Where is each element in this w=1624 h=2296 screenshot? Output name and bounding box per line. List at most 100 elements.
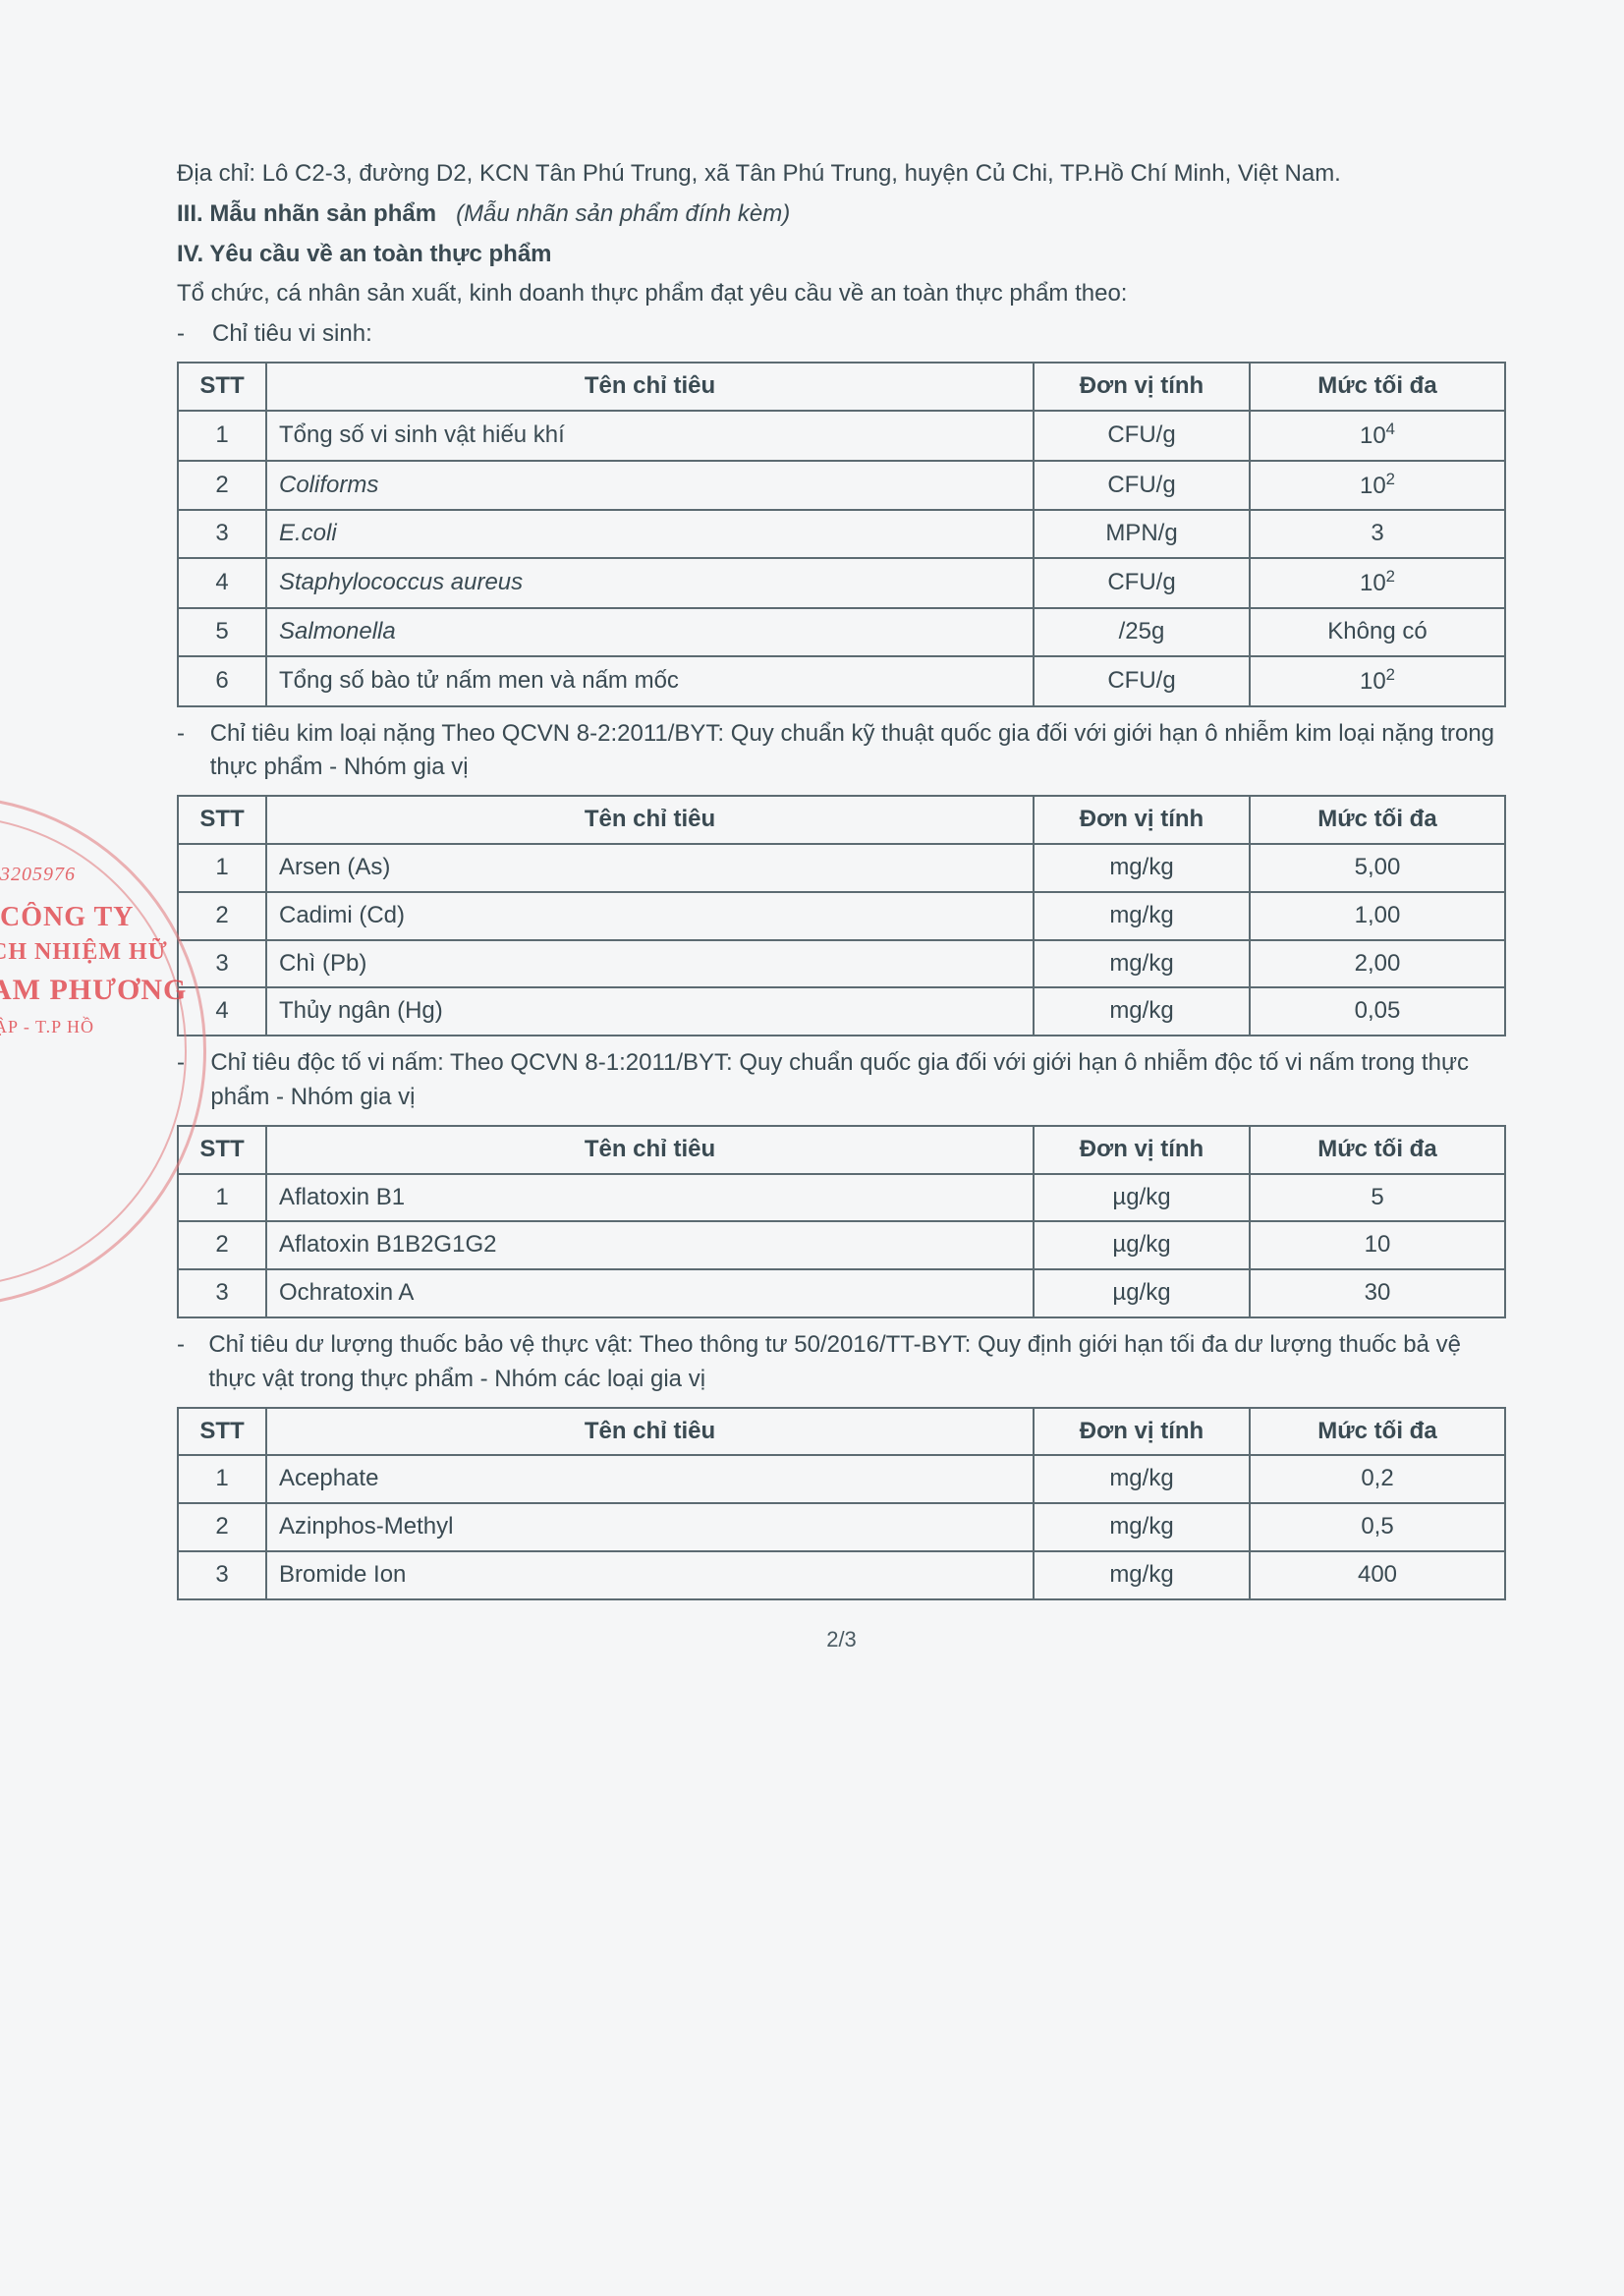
cell-unit: MPN/g: [1034, 510, 1250, 558]
table-row: 3Bromide Ionmg/kg400: [178, 1551, 1505, 1599]
table-header-row: STT Tên chỉ tiêu Đơn vị tính Mức tối đa: [178, 1408, 1505, 1456]
cell-max: 3: [1250, 510, 1505, 558]
table-myco: STT Tên chỉ tiêu Đơn vị tính Mức tối đa …: [177, 1125, 1506, 1318]
section-4-intro: Tổ chức, cá nhân sản xuất, kinh doanh th…: [177, 277, 1506, 311]
table-pest: STT Tên chỉ tiêu Đơn vị tính Mức tối đa …: [177, 1407, 1506, 1600]
table-row: 3E.coliMPN/g3: [178, 510, 1505, 558]
cell-name: Ochratoxin A: [266, 1269, 1034, 1317]
th-name: Tên chỉ tiêu: [266, 1126, 1034, 1174]
table-row: 3Chì (Pb)mg/kg2,00: [178, 940, 1505, 988]
section-3-bold: III. Mẫu nhãn sản phẩm: [177, 200, 436, 227]
stamp-number: 3205976: [0, 861, 76, 889]
cell-max: 102: [1250, 558, 1505, 608]
th-unit: Đơn vị tính: [1034, 1126, 1250, 1174]
cell-stt: 3: [178, 1551, 266, 1599]
table-row: 4Staphylococcus aureusCFU/g102: [178, 558, 1505, 608]
cell-unit: µg/kg: [1034, 1269, 1250, 1317]
stamp-line-4: ẬP - T.P HỒ: [0, 1014, 94, 1039]
cell-stt: 5: [178, 608, 266, 656]
cell-name: Chì (Pb): [266, 940, 1034, 988]
cell-unit: CFU/g: [1034, 558, 1250, 608]
section-3-heading: III. Mẫu nhãn sản phẩm (Mẫu nhãn sản phẩ…: [177, 197, 1506, 232]
tbody-metal: 1Arsen (As)mg/kg5,002Cadimi (Cd)mg/kg1,0…: [178, 844, 1505, 1036]
cell-name: Coliforms: [266, 461, 1034, 511]
myco-title: Chỉ tiêu độc tố vi nấm: Theo QCVN 8-1:20…: [210, 1046, 1506, 1115]
table-metal: STT Tên chỉ tiêu Đơn vị tính Mức tối đa …: [177, 795, 1506, 1036]
cell-unit: CFU/g: [1034, 411, 1250, 461]
table-row: 6Tổng số bào tử nấm men và nấm mốcCFU/g1…: [178, 656, 1505, 706]
cell-stt: 6: [178, 656, 266, 706]
stamp-line-1: CÔNG TY: [0, 898, 134, 938]
cell-name: Thủy ngân (Hg): [266, 987, 1034, 1036]
metal-title: Chỉ tiêu kim loại nặng Theo QCVN 8-2:201…: [210, 717, 1506, 786]
table-header-row: STT Tên chỉ tiêu Đơn vị tính Mức tối đa: [178, 1126, 1505, 1174]
cell-max: Không có: [1250, 608, 1505, 656]
dash-icon: -: [177, 317, 191, 352]
address-line: Địa chỉ: Lô C2-3, đường D2, KCN Tân Phú …: [177, 157, 1506, 192]
stamp-line-3: AM PHƯƠNG: [0, 969, 187, 1012]
cell-max: 102: [1250, 656, 1505, 706]
cell-max: 1,00: [1250, 892, 1505, 940]
bullet-myco: - Chỉ tiêu độc tố vi nấm: Theo QCVN 8-1:…: [177, 1046, 1506, 1115]
bullet-micro: - Chỉ tiêu vi sinh:: [177, 317, 1506, 352]
cell-name: Bromide Ion: [266, 1551, 1034, 1599]
document-body: Địa chỉ: Lô C2-3, đường D2, KCN Tân Phú …: [177, 157, 1506, 1655]
page-number: 2/3: [177, 1624, 1506, 1655]
table-row: 1Acephatemg/kg0,2: [178, 1455, 1505, 1503]
cell-unit: mg/kg: [1034, 940, 1250, 988]
table-row: 2ColiformsCFU/g102: [178, 461, 1505, 511]
table-row: 2Aflatoxin B1B2G1G2µg/kg10: [178, 1221, 1505, 1269]
cell-unit: mg/kg: [1034, 1551, 1250, 1599]
cell-name: Aflatoxin B1B2G1G2: [266, 1221, 1034, 1269]
stamp-ring-icon: [0, 815, 187, 1287]
table-row: 1Arsen (As)mg/kg5,00: [178, 844, 1505, 892]
table-row: 1Tổng số vi sinh vật hiếu khíCFU/g104: [178, 411, 1505, 461]
tbody-pest: 1Acephatemg/kg0,22Azinphos-Methylmg/kg0,…: [178, 1455, 1505, 1598]
table-row: 5Salmonella/25gKhông có: [178, 608, 1505, 656]
table-micro: STT Tên chỉ tiêu Đơn vị tính Mức tối đa …: [177, 362, 1506, 707]
dash-icon: -: [177, 1046, 189, 1115]
cell-max: 5,00: [1250, 844, 1505, 892]
cell-stt: 4: [178, 987, 266, 1036]
cell-stt: 3: [178, 940, 266, 988]
cell-unit: mg/kg: [1034, 1503, 1250, 1551]
cell-name: E.coli: [266, 510, 1034, 558]
cell-max: 102: [1250, 461, 1505, 511]
bullet-metal: - Chỉ tiêu kim loại nặng Theo QCVN 8-2:2…: [177, 717, 1506, 786]
th-stt: STT: [178, 1126, 266, 1174]
cell-max: 400: [1250, 1551, 1505, 1599]
cell-max: 10: [1250, 1221, 1505, 1269]
cell-unit: mg/kg: [1034, 1455, 1250, 1503]
cell-name: Arsen (As): [266, 844, 1034, 892]
cell-name: Acephate: [266, 1455, 1034, 1503]
th-stt: STT: [178, 796, 266, 844]
cell-name: Cadimi (Cd): [266, 892, 1034, 940]
cell-stt: 4: [178, 558, 266, 608]
th-stt: STT: [178, 1408, 266, 1456]
section-4-heading: IV. Yêu cầu về an toàn thực phẩm: [177, 238, 1506, 272]
cell-max: 0,5: [1250, 1503, 1505, 1551]
table-row: 2Cadimi (Cd)mg/kg1,00: [178, 892, 1505, 940]
cell-stt: 3: [178, 1269, 266, 1317]
th-max: Mức tối đa: [1250, 363, 1505, 411]
cell-unit: CFU/g: [1034, 461, 1250, 511]
th-unit: Đơn vị tính: [1034, 363, 1250, 411]
cell-stt: 1: [178, 1174, 266, 1222]
cell-stt: 2: [178, 892, 266, 940]
company-stamp: 3205976 CÔNG TY CH NHIỆM HỮ AM PHƯƠNG ẬP…: [0, 855, 187, 1130]
th-max: Mức tối đa: [1250, 796, 1505, 844]
dash-icon: -: [177, 1328, 187, 1397]
stamp-ring-icon: [0, 796, 206, 1307]
pest-title: Chỉ tiêu dư lượng thuốc bảo vệ thực vật:…: [208, 1328, 1506, 1397]
th-stt: STT: [178, 363, 266, 411]
th-name: Tên chỉ tiêu: [266, 1408, 1034, 1456]
cell-unit: mg/kg: [1034, 987, 1250, 1036]
cell-unit: mg/kg: [1034, 844, 1250, 892]
table-header-row: STT Tên chỉ tiêu Đơn vị tính Mức tối đa: [178, 363, 1505, 411]
stamp-line-2: CH NHIỆM HỮ: [0, 935, 168, 970]
th-unit: Đơn vị tính: [1034, 796, 1250, 844]
th-max: Mức tối đa: [1250, 1408, 1505, 1456]
tbody-myco: 1Aflatoxin B1µg/kg52Aflatoxin B1B2G1G2µg…: [178, 1174, 1505, 1317]
cell-max: 2,00: [1250, 940, 1505, 988]
tbody-micro: 1Tổng số vi sinh vật hiếu khíCFU/g1042Co…: [178, 411, 1505, 706]
